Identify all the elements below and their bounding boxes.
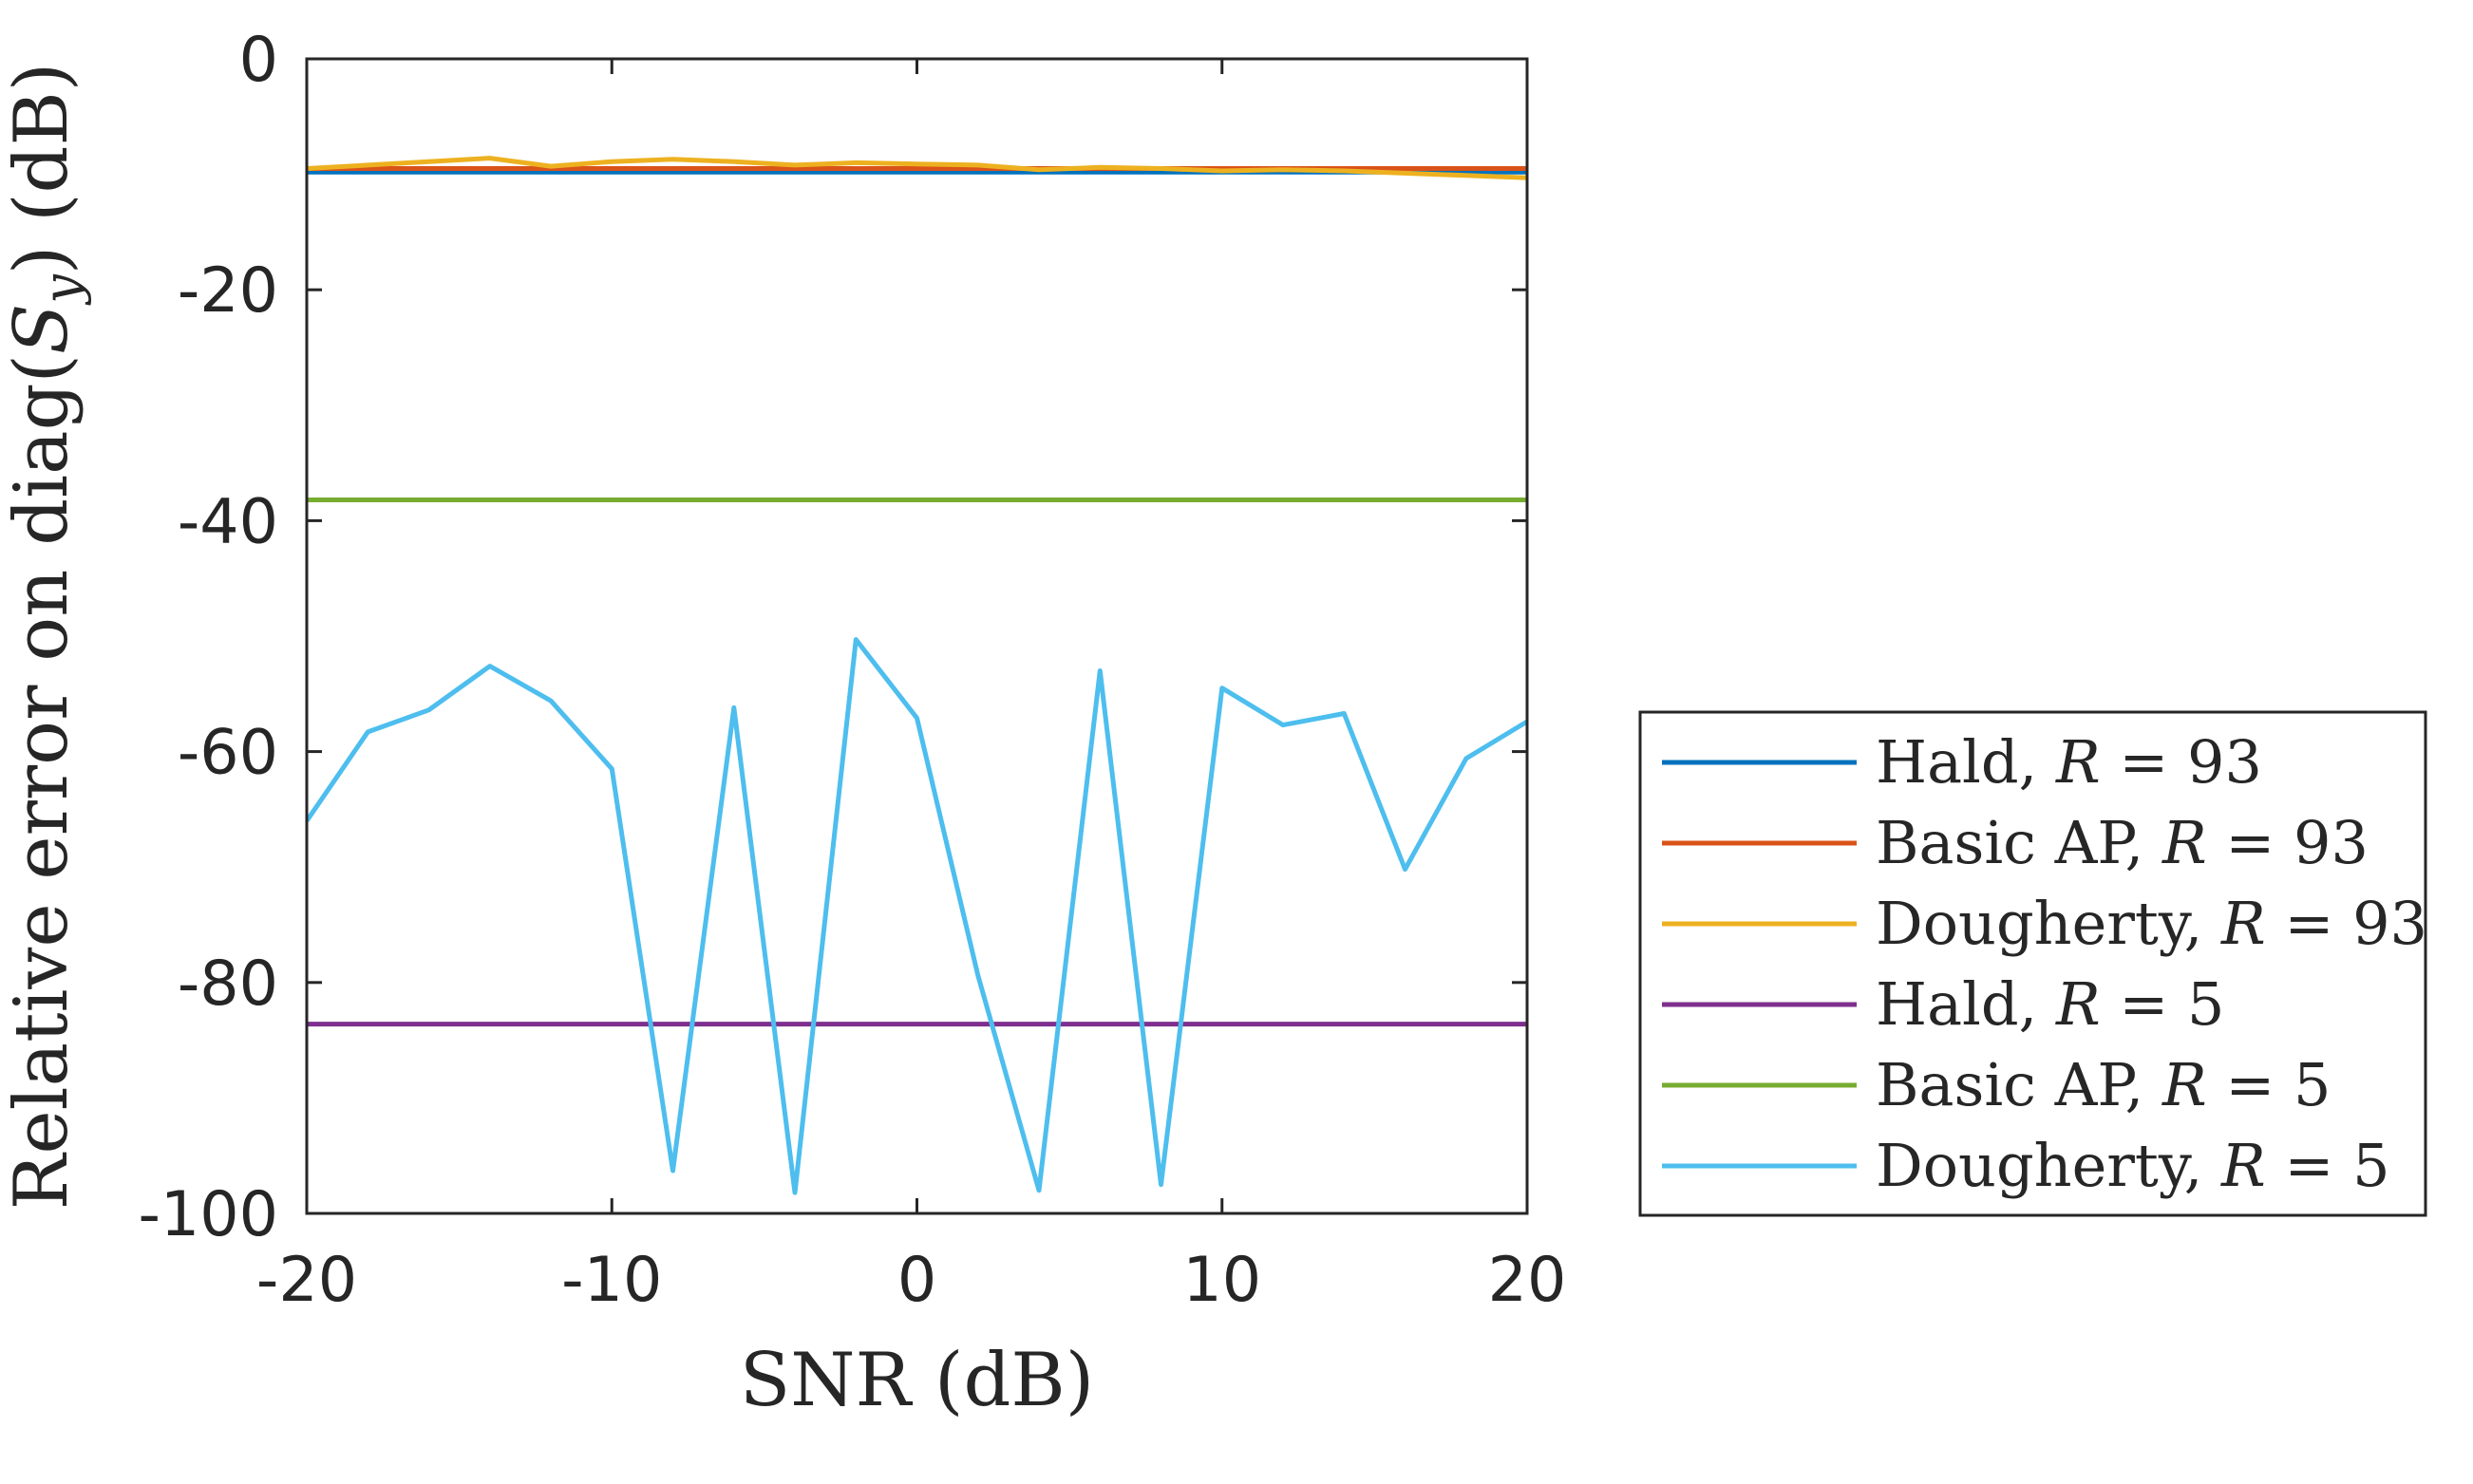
series-lines [307, 156, 1527, 1195]
legend-label-5: Basic AP, R = 5 [1876, 1050, 2331, 1119]
y-tick-label: -60 [178, 718, 278, 789]
x-tick-label: 0 [897, 1245, 936, 1316]
x-axis-label: SNR (dB) [740, 1338, 1094, 1423]
x-tick-label: -20 [256, 1245, 357, 1316]
x-tick-label: -10 [561, 1245, 662, 1316]
y-tick-label: 0 [239, 25, 278, 96]
plot-area [307, 59, 1527, 1213]
y-tick-label: -100 [138, 1179, 278, 1250]
legend-label-4: Hald, R = 5 [1876, 969, 2224, 1039]
plot-background [307, 59, 1527, 1213]
x-tick-label: 20 [1488, 1245, 1567, 1316]
legend-label-2: Basic AP, R = 93 [1876, 808, 2369, 877]
series-line-3 [307, 156, 1527, 180]
legend-box [1638, 710, 2427, 1217]
legend-label-3: Dougherty, R = 93 [1876, 889, 2427, 958]
legend-label-6: Dougherty, R = 5 [1876, 1131, 2390, 1200]
legend-label-1: Hald, R = 93 [1876, 727, 2262, 797]
y-axis-label: Relative error on diag(Sy) (dB) [0, 63, 92, 1210]
series-line-6 [307, 637, 1527, 1195]
y-tick-label: -40 [178, 486, 278, 557]
y-tick-label: -20 [178, 255, 278, 327]
x-tick-label: 10 [1182, 1245, 1261, 1316]
legend: Hald, R = 93 Basic AP, R = 93 Dougherty, R… [1638, 710, 2427, 1217]
y-tick-label: -80 [178, 949, 278, 1020]
